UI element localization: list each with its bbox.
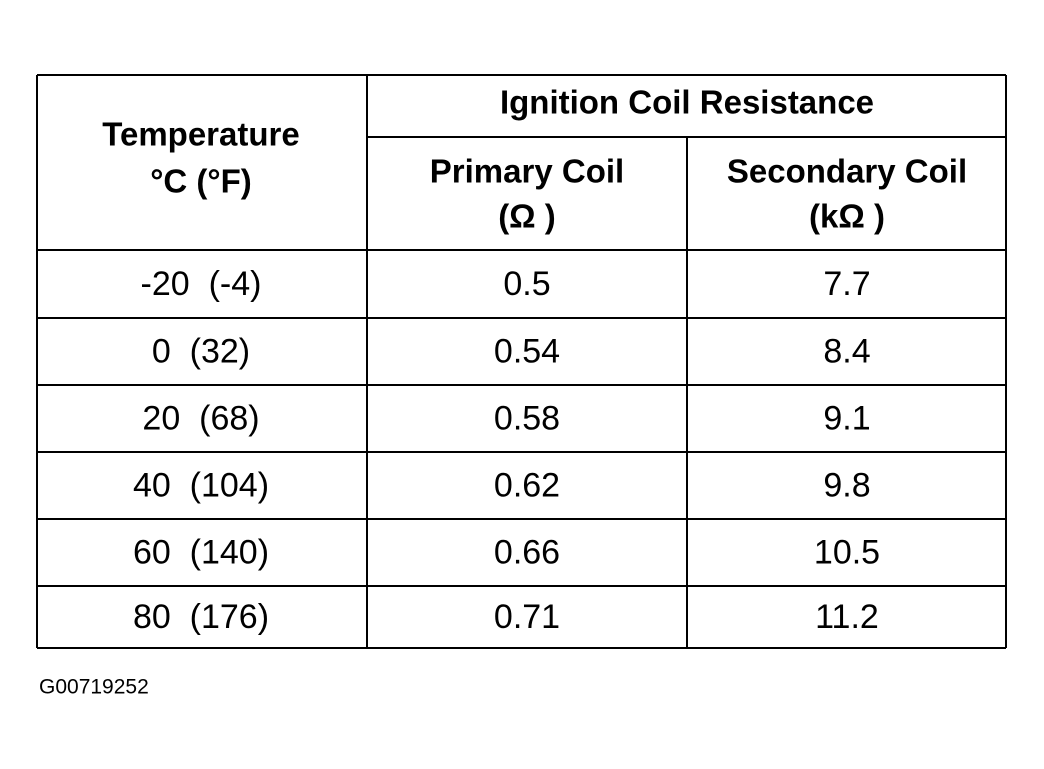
- column-header: (kΩ ): [809, 198, 885, 235]
- column-header: Secondary Coil: [727, 153, 967, 190]
- temperature-header: Temperature: [102, 116, 299, 153]
- table-cell: 0.54: [494, 332, 560, 370]
- table-cell: 40 (104): [133, 466, 269, 504]
- table-cell: 0.62: [494, 466, 560, 504]
- table-cell: 0 (32): [152, 332, 250, 370]
- temperature-unit: °C (°F): [150, 163, 252, 200]
- table-grid: [36, 74, 1007, 649]
- table-cell: 0.58: [494, 399, 560, 437]
- group-header: Ignition Coil Resistance: [500, 84, 874, 121]
- table-cell: 60 (140): [133, 533, 269, 571]
- figure-id: G00719252: [39, 676, 149, 699]
- table-cell: 20 (68): [142, 399, 259, 437]
- table-cell: 0.5: [503, 265, 550, 303]
- table-cell: 0.66: [494, 533, 560, 571]
- table-cell: 9.1: [823, 399, 870, 437]
- table-cell: 8.4: [823, 332, 870, 370]
- table-cell: 9.8: [823, 466, 870, 504]
- table-cell: -20 (-4): [141, 265, 262, 303]
- column-header: Primary Coil: [430, 153, 624, 190]
- table-cell: 7.7: [823, 265, 870, 303]
- table-cell: 0.71: [494, 598, 560, 636]
- table-cell: 10.5: [814, 533, 880, 571]
- column-header: (Ω ): [498, 198, 556, 235]
- table-cell: 80 (176): [133, 598, 269, 636]
- table-cell: 11.2: [815, 598, 879, 636]
